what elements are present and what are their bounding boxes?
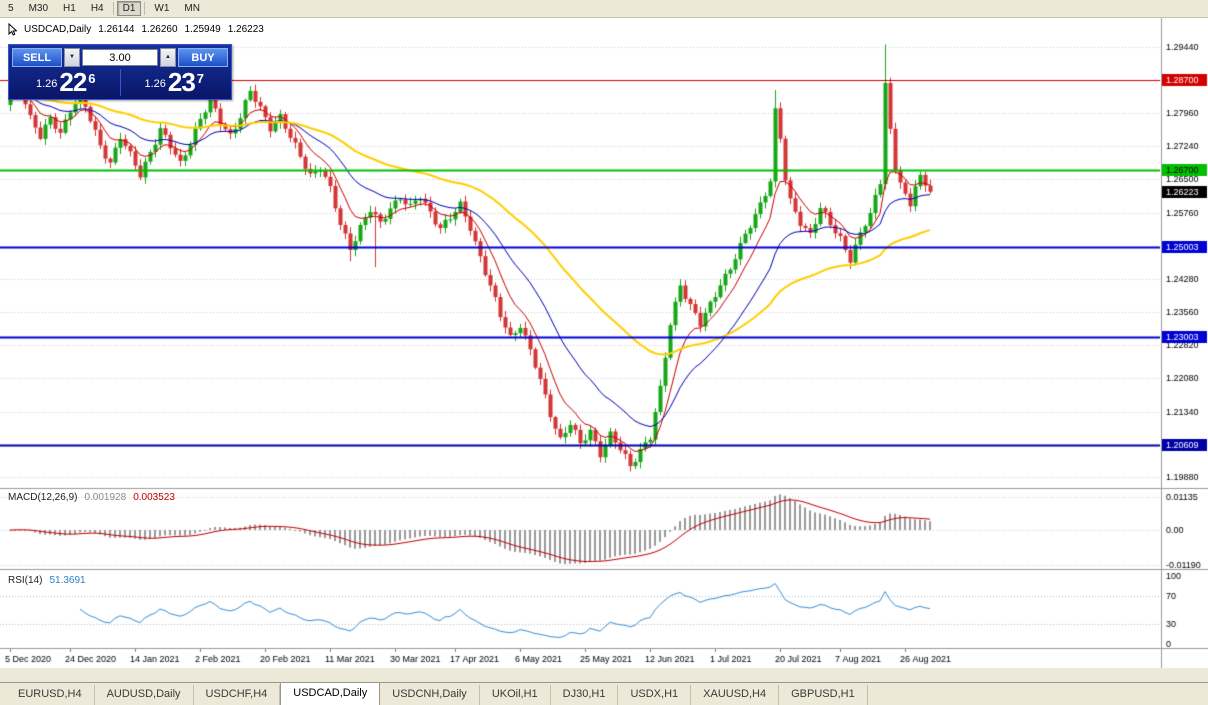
tab-ukoil-h1[interactable]: UKOil,H1 [480, 685, 551, 705]
buy-price-big: 23 [167, 67, 196, 97]
sell-price-prefix: 1.26 [35, 78, 58, 90]
trade-panel-divider [119, 69, 121, 96]
tab-usdcad-daily[interactable]: USDCAD,Daily [280, 682, 381, 705]
timeframe-button-w1[interactable]: W1 [148, 1, 175, 16]
volume-up-button[interactable]: ▲ [160, 48, 176, 67]
timeframe-button-5[interactable]: 5 [2, 1, 20, 16]
tab-usdchf-h4[interactable]: USDCHF,H4 [194, 685, 281, 705]
chart-close-value: 1.26223 [227, 24, 264, 35]
toolbar-separator [144, 2, 146, 15]
chevron-down-icon: ▼ [69, 54, 75, 60]
chart-open-value: 1.26144 [98, 24, 135, 35]
tab-usdx-h1[interactable]: USDX,H1 [618, 685, 692, 705]
volume-input[interactable] [82, 49, 158, 66]
toolbar-separator [112, 2, 114, 15]
buy-button[interactable]: BUY [178, 48, 228, 67]
tab-audusd-daily[interactable]: AUDUSD,Daily [95, 685, 194, 705]
rsi-value: 51.3691 [49, 575, 86, 586]
tab-gbpusd-h1[interactable]: GBPUSD,H1 [779, 685, 868, 705]
macd-title: MACD(12,26,9) [8, 492, 78, 503]
tab-xauusd-h4[interactable]: XAUUSD,H4 [691, 685, 780, 705]
tab-eurusd-h4[interactable]: EURUSD,H4 [6, 685, 95, 705]
buy-price-pip: 7 [196, 71, 205, 86]
sell-price-display[interactable]: 1.26 22 6 [12, 69, 120, 96]
chart-tab-bar: EURUSD,H4 AUDUSD,Daily USDCHF,H4 USDCAD,Dai… [0, 682, 1208, 705]
volume-down-button[interactable]: ▼ [64, 48, 80, 67]
macd-value-1: 0.001928 [84, 492, 127, 503]
timeframe-button-mn[interactable]: MN [178, 1, 206, 16]
sell-price-big: 22 [59, 67, 87, 97]
chart-ohlc-info: USDCAD,Daily 1.26144 1.26260 1.25949 1.2… [8, 22, 264, 36]
macd-value-2: 0.003523 [133, 492, 175, 503]
macd-indicator-label: MACD(12,26,9) 0.001928 0.003523 [8, 492, 175, 503]
one-click-trading-panel: SELL ▼ ▲ BUY 1.26 22 6 1.26 23 7 [8, 44, 232, 100]
sell-button[interactable]: SELL [12, 48, 62, 67]
timeframe-button-d1[interactable]: D1 [116, 1, 142, 16]
timeframe-button-h1[interactable]: H1 [57, 1, 82, 16]
tab-dj30-h1[interactable]: DJ30,H1 [551, 685, 619, 705]
tab-usdcnh-daily[interactable]: USDCNH,Daily [380, 685, 480, 705]
timeframe-button-m30[interactable]: M30 [23, 1, 54, 16]
buy-price-prefix: 1.26 [144, 78, 166, 90]
chart-region: USDCAD,Daily 1.26144 1.26260 1.25949 1.2… [0, 18, 1208, 668]
mouse-cursor-icon [8, 22, 18, 36]
sell-price-pip: 6 [88, 71, 96, 86]
chart-high-value: 1.26260 [141, 24, 178, 35]
rsi-title: RSI(14) [8, 575, 43, 586]
timeframe-toolbar: 5 M30 H1 H4 D1 W1 MN [0, 0, 1208, 18]
chart-symbol-label: USDCAD,Daily [24, 24, 92, 35]
rsi-indicator-label: RSI(14) 51.3691 [8, 575, 86, 586]
chevron-up-icon: ▲ [165, 54, 171, 60]
timeframe-button-h4[interactable]: H4 [85, 1, 110, 16]
chart-low-value: 1.25949 [184, 24, 221, 35]
price-chart-canvas[interactable] [0, 18, 1208, 668]
buy-price-display[interactable]: 1.26 23 7 [121, 69, 229, 96]
